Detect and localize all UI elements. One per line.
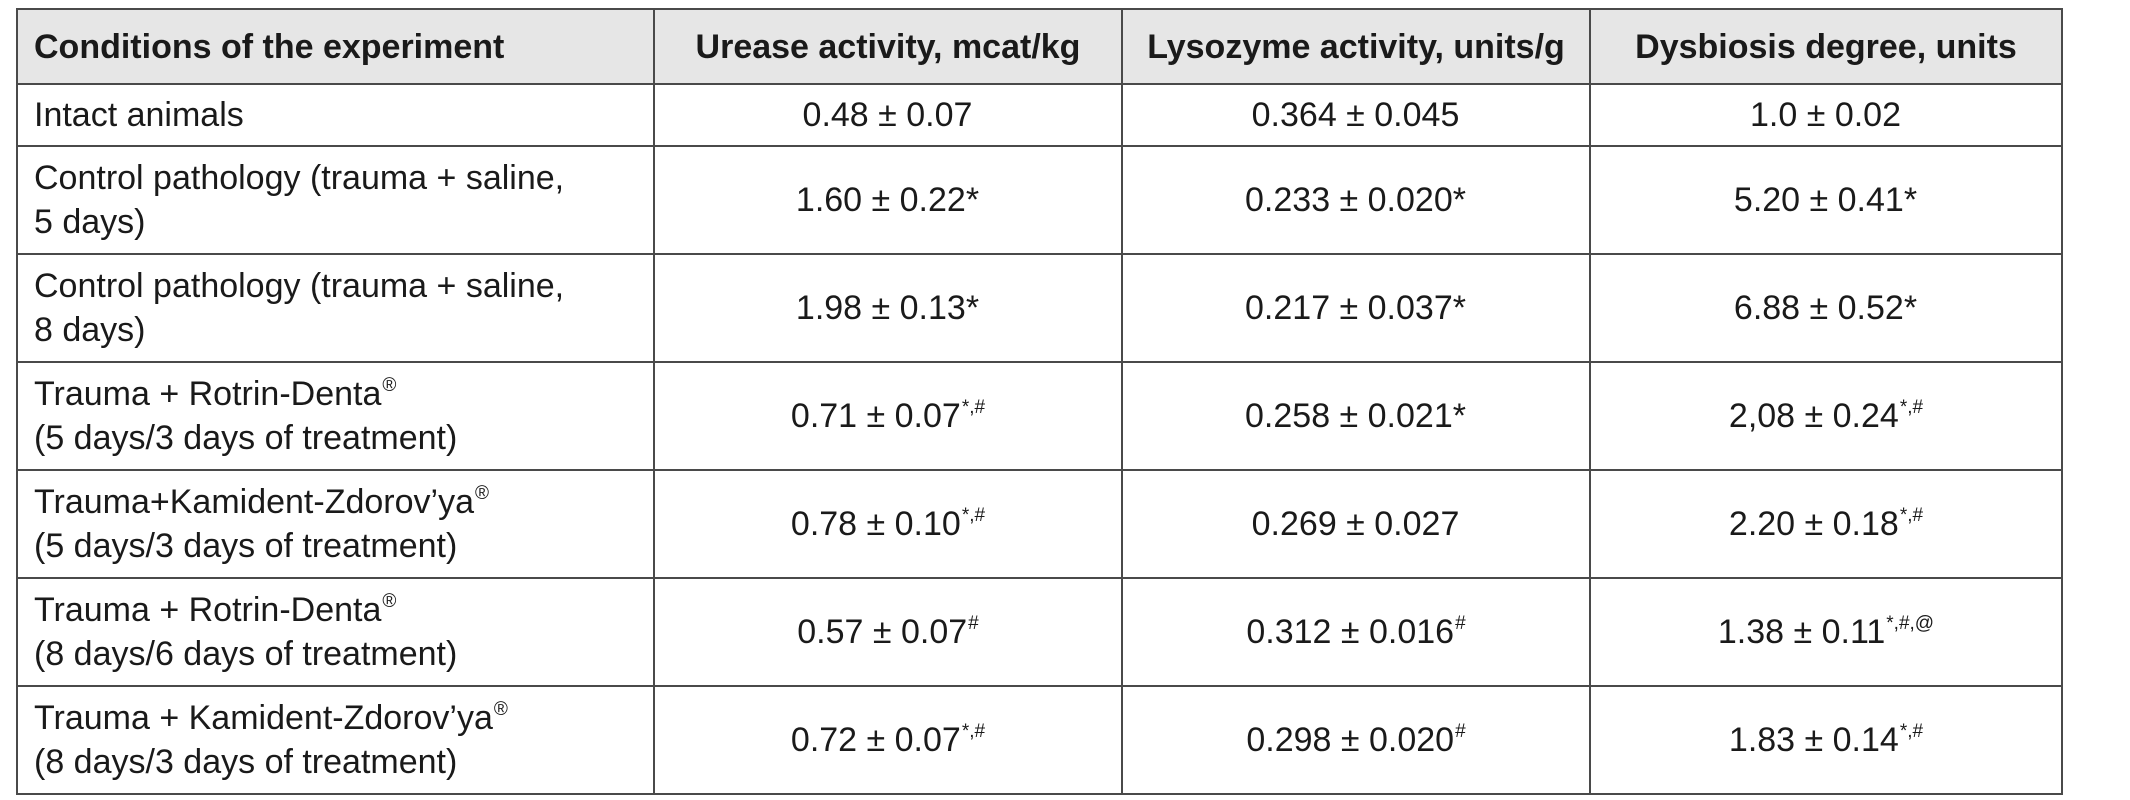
urease-marks: *,# [961,505,986,526]
condition-cell: Control pathology (trauma + saline, 5 day… [16,145,655,255]
dysbiosis-value: 6.88 ± 0.52* [1733,289,1918,327]
registered-mark: ® [382,375,397,396]
dysbiosis-cell: 2.20 ± 0.18*,# [1589,469,2063,579]
urease-cell: 1.98 ± 0.13* [653,253,1123,363]
registered-mark: ® [474,483,489,504]
table-row: Control pathology (trauma + saline, 5 day… [16,145,2063,255]
table-row: Control pathology (trauma + saline, 8 day… [16,253,2063,363]
table-row: Intact animals 0.48 ± 0.07 0.364 ± 0.045… [16,83,2063,147]
lysozyme-cell: 0.217 ± 0.037* [1121,253,1591,363]
dysbiosis-cell: 1.38 ± 0.11*,#,@ [1589,577,2063,687]
header-dysbiosis: Dysbiosis degree, units [1589,8,2063,85]
dysbiosis-value: 2.20 ± 0.18 [1728,505,1899,543]
urease-marks: *,# [961,721,986,742]
urease-cell: 0.71 ± 0.07*,# [653,361,1123,471]
dysbiosis-cell: 1.0 ± 0.02 [1589,83,2063,147]
lysozyme-cell: 0.364 ± 0.045 [1121,83,1591,147]
condition-line1: Trauma+Kamident-Zdorov’ya [34,483,474,521]
condition-line2: (8 days/6 days of treatment) [34,635,458,673]
dysbiosis-marks: *,# [1899,397,1924,418]
condition-cell: Trauma+Kamident-Zdorov’ya® (5 days/3 days… [16,469,655,579]
dysbiosis-marks: *,# [1899,721,1924,742]
condition-line1: Trauma + Rotrin-Denta [34,375,382,413]
condition-line2: 5 days) [34,203,146,241]
lysozyme-marks: # [1455,613,1466,634]
urease-value: 0.71 ± 0.07 [790,397,961,435]
header-lysozyme: Lysozyme activity, units/g [1121,8,1591,85]
urease-cell: 0.48 ± 0.07 [653,83,1123,147]
condition-cell: Trauma + Kamident-Zdorov’ya® (8 days/3 da… [16,685,655,795]
urease-value: 0.78 ± 0.10 [790,505,961,543]
dysbiosis-cell: 1.83 ± 0.14*,# [1589,685,2063,795]
lysozyme-value: 0.269 ± 0.027 [1251,505,1460,543]
dysbiosis-cell: 2,08 ± 0.24*,# [1589,361,2063,471]
dysbiosis-value: 1.38 ± 0.11 [1717,613,1886,651]
lysozyme-cell: 0.269 ± 0.027 [1121,469,1591,579]
condition-line1: Control pathology (trauma + saline, [34,267,565,305]
condition-cell: Trauma + Rotrin-Denta® (5 days/3 days of … [16,361,655,471]
condition-line1: Intact animals [34,96,244,134]
dysbiosis-value: 2,08 ± 0.24 [1728,397,1899,435]
lysozyme-cell: 0.233 ± 0.020* [1121,145,1591,255]
lysozyme-value: 0.258 ± 0.021* [1245,397,1466,435]
table-header: Conditions of the experiment Urease acti… [16,8,2063,85]
dysbiosis-cell: 5.20 ± 0.41* [1589,145,2063,255]
condition-line1: Trauma + Rotrin-Denta [34,591,382,629]
condition-line2: (5 days/3 days of treatment) [34,527,458,565]
urease-value: 0.57 ± 0.07 [797,613,968,651]
dysbiosis-cell: 6.88 ± 0.52* [1589,253,2063,363]
lysozyme-value: 0.233 ± 0.020* [1245,181,1466,219]
dysbiosis-value: 1.83 ± 0.14 [1728,721,1899,759]
dysbiosis-marks: *,# [1899,505,1924,526]
condition-cell: Control pathology (trauma + saline, 8 day… [16,253,655,363]
urease-cell: 0.72 ± 0.07*,# [653,685,1123,795]
dysbiosis-value: 5.20 ± 0.41* [1733,181,1918,219]
lysozyme-cell: 0.312 ± 0.016# [1121,577,1591,687]
condition-cell: Intact animals [16,83,655,147]
urease-value: 0.48 ± 0.07 [802,96,973,134]
registered-mark: ® [493,699,508,720]
lysozyme-cell: 0.298 ± 0.020# [1121,685,1591,795]
header-row: Conditions of the experiment Urease acti… [16,8,2063,85]
table-row: Trauma + Kamident-Zdorov’ya® (8 days/3 da… [16,685,2063,795]
lysozyme-value: 0.312 ± 0.016 [1246,613,1455,651]
urease-marks: *,# [961,397,986,418]
condition-line1: Control pathology (trauma + saline, [34,159,565,197]
table-row: Trauma + Rotrin-Denta® (8 days/6 days of … [16,577,2063,687]
table-body: Intact animals 0.48 ± 0.07 0.364 ± 0.045… [16,83,2063,795]
urease-value: 0.72 ± 0.07 [790,721,961,759]
header-urease: Urease activity, mcat/kg [653,8,1123,85]
urease-value: 1.60 ± 0.22* [795,181,980,219]
urease-cell: 0.78 ± 0.10*,# [653,469,1123,579]
table-row: Trauma+Kamident-Zdorov’ya® (5 days/3 days… [16,469,2063,579]
condition-line2: 8 days) [34,311,146,349]
results-table: Conditions of the experiment Urease acti… [16,8,2063,795]
table-row: Trauma + Rotrin-Denta® (5 days/3 days of … [16,361,2063,471]
lysozyme-cell: 0.258 ± 0.021* [1121,361,1591,471]
dysbiosis-marks: *,#,@ [1886,613,1935,634]
registered-mark: ® [382,591,397,612]
urease-value: 1.98 ± 0.13* [795,289,980,327]
condition-cell: Trauma + Rotrin-Denta® (8 days/6 days of … [16,577,655,687]
dysbiosis-value: 1.0 ± 0.02 [1750,96,1901,134]
condition-line2: (8 days/3 days of treatment) [34,743,458,781]
urease-marks: # [968,613,979,634]
lysozyme-value: 0.298 ± 0.020 [1246,721,1455,759]
lysozyme-marks: # [1455,721,1466,742]
urease-cell: 1.60 ± 0.22* [653,145,1123,255]
condition-line2: (5 days/3 days of treatment) [34,419,458,457]
lysozyme-value: 0.364 ± 0.045 [1251,96,1460,134]
urease-cell: 0.57 ± 0.07# [653,577,1123,687]
header-conditions: Conditions of the experiment [16,8,655,85]
lysozyme-value: 0.217 ± 0.037* [1245,289,1466,327]
condition-line1: Trauma + Kamident-Zdorov’ya [34,699,493,737]
